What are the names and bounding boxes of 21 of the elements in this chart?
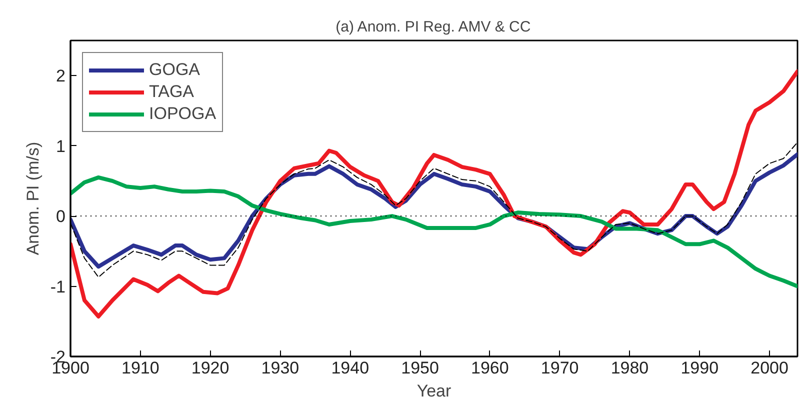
x-tick-label: 1960: [471, 358, 509, 378]
y-tick-label: 1: [56, 136, 66, 156]
x-tick-label: 1980: [610, 358, 649, 378]
x-tick-label: 1930: [261, 358, 300, 378]
x-tick-label: 1920: [191, 358, 230, 378]
legend-label: IOPOGA: [149, 103, 216, 125]
line-series: [70, 175, 798, 288]
x-tick-label: 1940: [331, 358, 370, 378]
x-tick-label: 2000: [750, 358, 788, 378]
legend-label: TAGA: [149, 81, 194, 103]
y-tick-label: 0: [56, 207, 66, 226]
legend-label: GOGA: [149, 59, 200, 81]
x-axis-title: Year: [416, 382, 452, 400]
chart-title: (a) Anom. PI Reg. AMV & CC: [336, 18, 531, 36]
y-axis-title: Anom. PI (m/s): [23, 142, 42, 256]
x-tick-label: 1990: [680, 358, 719, 378]
y-tick-label: -1: [50, 277, 66, 296]
y-tick-label: 2: [56, 66, 66, 86]
x-tick-label: 1910: [121, 358, 160, 378]
x-tick-label: 1950: [401, 358, 439, 378]
x-tick-label: 1970: [540, 358, 579, 378]
